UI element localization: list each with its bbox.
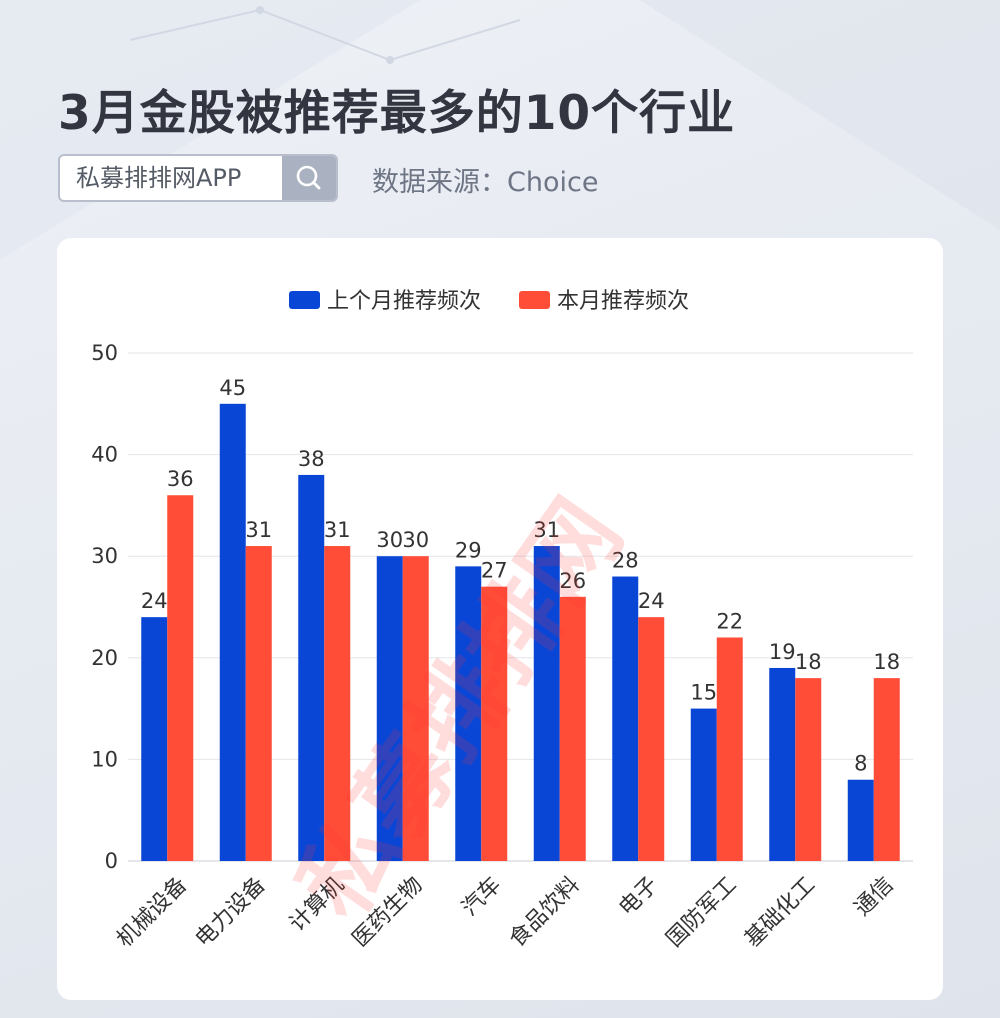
bar: [795, 678, 822, 861]
x-tick-label: 汽车: [457, 872, 506, 921]
legend-swatch: [289, 291, 320, 309]
x-tick-label: 通信: [850, 872, 899, 921]
bar: [533, 546, 560, 861]
x-tick-group: 电力设备: [191, 872, 271, 952]
y-tick-label: 0: [105, 849, 118, 873]
bar: [847, 779, 874, 861]
data-label: 24: [141, 589, 168, 613]
bar: [769, 667, 796, 861]
data-label: 8: [854, 752, 867, 776]
y-tick-label: 40: [91, 443, 118, 467]
data-label: 31: [245, 518, 272, 542]
bar-chart: 0 10 20 30 40 50 上个月推荐频次 本月推荐频次 24 36 机械设备 45 31 电力设备…: [91, 289, 913, 952]
bar: [141, 617, 168, 861]
x-tick-label: 电子: [614, 872, 663, 921]
bar: [298, 474, 325, 861]
data-label: 45: [219, 376, 246, 400]
bar: [481, 586, 508, 861]
x-tick-group: 机械设备: [112, 872, 192, 952]
bar: [219, 403, 246, 861]
y-tick-label: 20: [91, 646, 118, 670]
data-label: 15: [690, 681, 717, 705]
bar: [638, 617, 665, 861]
x-tick-group: 基础化工: [740, 872, 820, 952]
data-label: 31: [533, 518, 560, 542]
data-label: 31: [324, 518, 351, 542]
x-tick-group: 电子: [614, 872, 663, 921]
bar: [690, 708, 717, 861]
x-tick-label: 电力设备: [191, 872, 271, 952]
x-tick-label: 基础化工: [740, 872, 820, 952]
data-label: 24: [638, 589, 665, 613]
data-source: 数据来源：Choice: [372, 167, 599, 198]
bar: [455, 566, 482, 861]
x-tick-label: 食品饮料: [505, 872, 585, 952]
data-label: 18: [873, 650, 900, 674]
y-tick-label: 10: [91, 747, 118, 771]
bar: [873, 678, 900, 861]
search-bar[interactable]: 私募排排网APP: [58, 154, 338, 202]
data-label: 29: [455, 538, 482, 562]
x-tick-group: 食品饮料: [505, 872, 585, 952]
data-label: 27: [481, 559, 508, 583]
x-tick-group: 国防军工: [662, 872, 742, 952]
y-tick-label: 50: [91, 341, 118, 365]
y-tick-label: 30: [91, 544, 118, 568]
data-label: 36: [167, 467, 194, 491]
bar: [167, 495, 194, 861]
data-label: 28: [612, 549, 639, 573]
legend-label: 上个月推荐频次: [327, 289, 481, 314]
bar: [716, 637, 743, 861]
data-label: 22: [716, 609, 743, 633]
chart-card: 0 10 20 30 40 50 上个月推荐频次 本月推荐频次 24 36 机械设备 45 31 电力设备…: [57, 238, 943, 1000]
x-tick-label: 国防军工: [662, 872, 742, 952]
data-label: 18: [795, 650, 822, 674]
x-tick-group: 通信: [850, 872, 899, 921]
bar: [245, 546, 272, 861]
search-text: 私募排排网APP: [76, 164, 242, 192]
legend-swatch: [519, 291, 550, 309]
bar: [376, 556, 403, 861]
x-tick-group: 汽车: [457, 872, 506, 921]
bar: [402, 556, 429, 861]
search-icon: [296, 165, 321, 190]
data-label: 19: [769, 640, 796, 664]
bar: [612, 576, 639, 861]
search-button[interactable]: [282, 156, 336, 200]
data-label: 30: [402, 528, 429, 552]
bar: [559, 596, 586, 861]
x-tick-label: 机械设备: [112, 872, 192, 952]
bar: [324, 546, 351, 861]
legend-label: 本月推荐频次: [557, 289, 689, 314]
data-label: 30: [376, 528, 403, 552]
data-label: 26: [559, 569, 586, 593]
page-title: 3月金股被推荐最多的10个行业: [58, 86, 736, 141]
data-label: 38: [298, 447, 325, 471]
